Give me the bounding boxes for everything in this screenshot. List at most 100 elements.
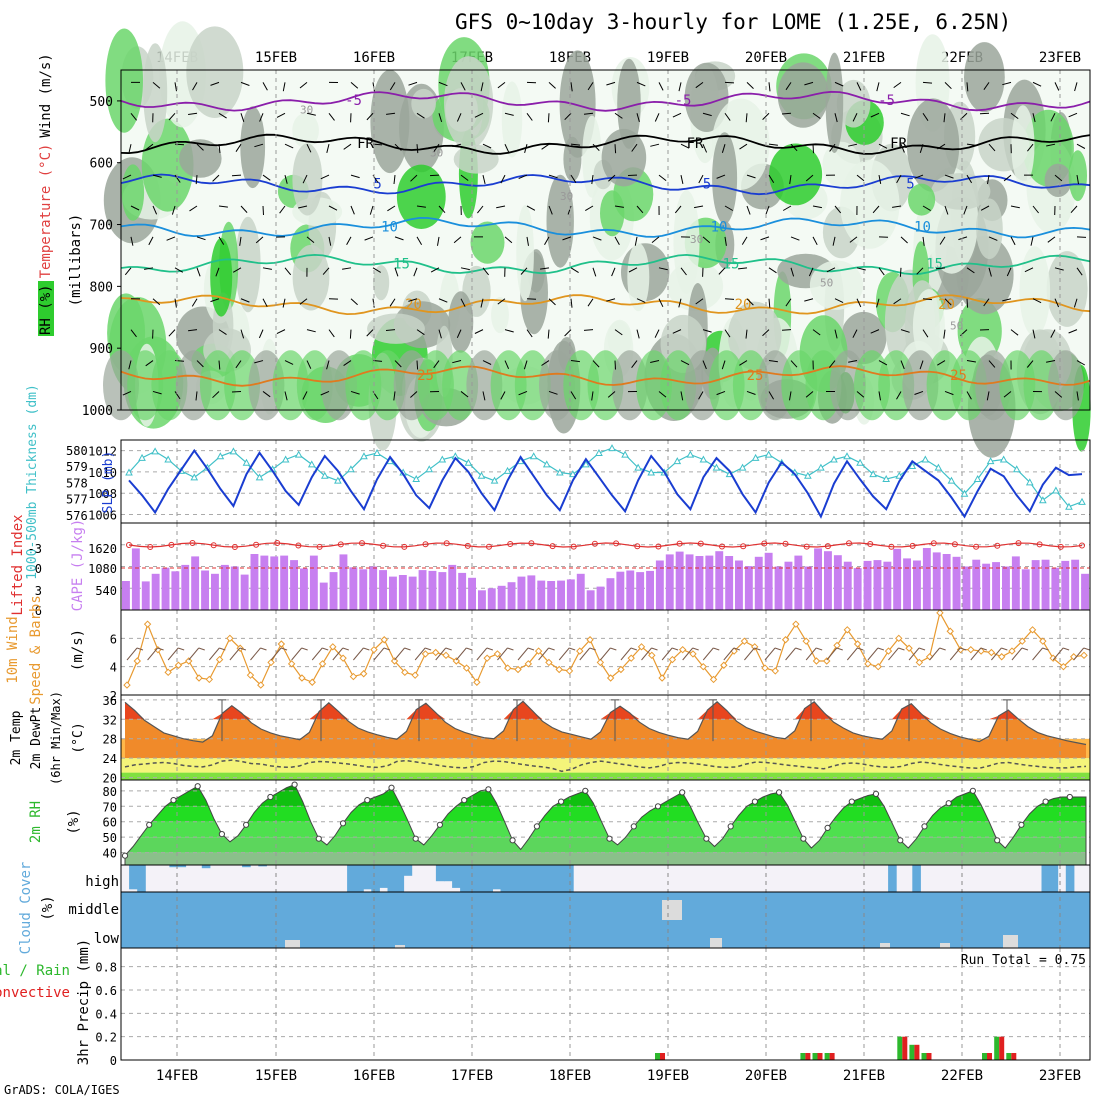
wind-barb: [658, 174, 667, 181]
cloud-bar-middle: [387, 892, 397, 920]
cloud-bar-middle: [1065, 892, 1075, 920]
wind-barb: [834, 205, 842, 214]
wind-barb: [130, 329, 137, 338]
cloud-bar-high: [565, 865, 574, 892]
wind-barb: [262, 267, 272, 270]
wind-speed-marker: [895, 634, 903, 643]
cloud-gap: [285, 940, 300, 948]
thickness-marker: [373, 448, 381, 457]
cloud-bar-high: [371, 865, 380, 892]
wind-barb: [122, 390, 132, 396]
thickness-tick-label: 580: [66, 444, 88, 458]
isotherm-label: 10: [381, 220, 398, 236]
wind-barb: [870, 112, 880, 118]
wind-barb: [650, 143, 660, 147]
cloud-bar-middle: [379, 892, 388, 920]
cloud-bar-middle: [476, 892, 485, 920]
wind-barb: [562, 236, 572, 241]
wind-speed-marker: [606, 674, 615, 682]
wind-barb: [721, 144, 726, 153]
wind-barb: [480, 82, 484, 92]
wind-barb: [218, 112, 227, 119]
precip-convective-label: Convective: [0, 985, 70, 1001]
wind-speed-marker: [874, 662, 882, 671]
wind-barb: [232, 267, 242, 273]
wind-barb: [1070, 205, 1078, 214]
wind-barb: [570, 174, 577, 183]
wind-barb: [306, 360, 312, 369]
wind-speed-marker: [699, 662, 707, 671]
cloud-gap: [1003, 935, 1018, 948]
wind-barb-10m: [888, 647, 899, 661]
cloud-bar-low: [508, 920, 518, 948]
cloud-bar-middle: [678, 892, 687, 920]
wind-barb: [914, 174, 924, 179]
thickness-line: [128, 447, 1083, 508]
wind-speed-marker: [997, 653, 1006, 661]
lifted-index-marker: [697, 540, 704, 547]
rh-marker: [267, 793, 274, 801]
cloud-bar-low: [742, 920, 752, 948]
wind-barb: [739, 360, 748, 366]
wind-barb: [144, 267, 154, 270]
cape-bar: [329, 572, 338, 610]
wind-barb: [980, 205, 990, 211]
cloud-bar-high: [1049, 865, 1059, 892]
precip-convective-bar: [987, 1053, 992, 1060]
cloud-bar-low: [169, 920, 178, 948]
wind-barb-10m: [702, 647, 714, 661]
wind-barb: [614, 236, 620, 246]
wind-barb: [474, 112, 484, 118]
wind-barb: [122, 174, 132, 180]
cloud-bar-middle: [993, 892, 1002, 920]
wind-barb: [870, 329, 880, 334]
lifted-index-marker: [168, 541, 175, 548]
wind-barb: [1074, 82, 1078, 92]
isotherm-line: [120, 253, 1091, 276]
rh-band: [125, 806, 1086, 822]
rh-marker: [485, 786, 492, 793]
cape-bar: [784, 561, 793, 610]
cloud-bar-middle: [355, 892, 364, 920]
wind-barb: [240, 329, 245, 339]
precip-convective-bar: [914, 1044, 920, 1060]
cape-bar: [1081, 573, 1089, 611]
wind-barb-10m: [785, 647, 796, 661]
cloud-bar-middle: [339, 892, 348, 920]
lifted-index-marker: [846, 540, 852, 547]
cloud-bar-middle: [565, 892, 574, 920]
wind-barb: [1030, 236, 1034, 246]
cloud-bar-middle: [936, 892, 946, 920]
cape-bar: [903, 558, 911, 610]
wind-barb: [808, 267, 814, 277]
wind-speed-marker: [442, 651, 450, 660]
wind-barb: [306, 143, 312, 153]
rh-shading: [210, 237, 233, 317]
cape-bar: [893, 548, 902, 610]
cloud-bar-middle: [258, 892, 267, 920]
cloud-bar-low: [750, 920, 760, 948]
wind-barb: [636, 205, 644, 214]
wind-tick-label: 2: [110, 689, 117, 703]
cape-bar: [220, 564, 229, 610]
thickness-marker: [595, 448, 603, 457]
thickness-marker: [960, 489, 969, 497]
cloud-bar-middle: [928, 892, 938, 920]
wind-barb-10m: [867, 647, 879, 661]
lifted-index-marker: [1015, 540, 1022, 547]
wind-barb: [174, 174, 181, 183]
temp-fill: [125, 701, 1086, 759]
wind-barb: [765, 205, 770, 215]
cloud-bar-middle: [823, 892, 833, 920]
wind-barb: [849, 236, 858, 243]
cloud-bar-middle: [484, 892, 493, 920]
wind-barb: [606, 81, 616, 86]
wind-barb: [474, 329, 484, 334]
wind-speed-marker: [195, 674, 203, 682]
wind-barb: [790, 143, 798, 152]
wind-speed-marker: [390, 657, 399, 665]
wind-barb: [789, 175, 792, 185]
wind-barb: [124, 267, 132, 276]
cape-bar: [626, 570, 635, 610]
wind-barb: [548, 81, 556, 89]
